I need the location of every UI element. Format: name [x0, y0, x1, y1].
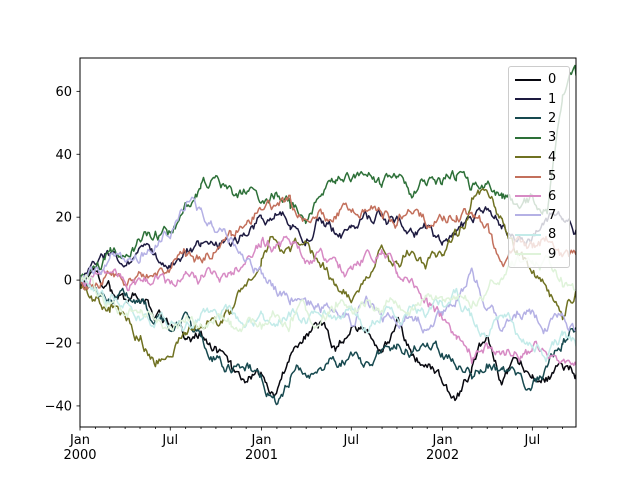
series-line-0 — [80, 267, 576, 402]
series-line-8 — [80, 275, 576, 363]
series-lines — [80, 64, 576, 406]
legend: 0 1 2 3 4 5 6 7 8 9 — [508, 66, 570, 268]
legend-label: 9 — [548, 246, 557, 262]
legend-entry-3: 3 — [515, 128, 563, 147]
legend-entry-6: 6 — [515, 187, 563, 206]
legend-line-swatch — [515, 136, 541, 139]
legend-label: 4 — [548, 149, 557, 165]
legend-line-swatch — [515, 253, 541, 256]
legend-label: 5 — [548, 169, 557, 185]
legend-label: 8 — [548, 227, 557, 243]
y-tick-label: 0 — [64, 274, 72, 289]
y-tick-label: 20 — [55, 211, 72, 226]
legend-line-swatch — [515, 78, 541, 81]
x-tick-year-label: 2002 — [426, 448, 459, 463]
legend-line-swatch — [515, 195, 541, 198]
legend-entry-4: 4 — [515, 148, 563, 167]
legend-entry-9: 9 — [515, 245, 563, 264]
series-line-6 — [80, 235, 576, 367]
y-tick-label: 40 — [55, 148, 72, 163]
x-tick-label: Jan — [251, 433, 272, 448]
legend-line-swatch — [515, 98, 541, 101]
legend-entry-5: 5 — [515, 167, 563, 186]
series-line-7 — [80, 196, 576, 335]
legend-label: 0 — [548, 72, 557, 88]
y-tick-label: −40 — [45, 399, 72, 414]
x-tick-label: Jan — [432, 433, 453, 448]
legend-label: 1 — [548, 91, 557, 107]
x-tick-label: Jul — [342, 433, 359, 448]
legend-line-swatch — [515, 175, 541, 178]
legend-label: 7 — [548, 207, 557, 223]
series-line-3 — [80, 64, 576, 282]
plot-border — [79, 57, 577, 428]
legend-entry-8: 8 — [515, 225, 563, 244]
legend-line-swatch — [515, 233, 541, 236]
y-tick-label: 60 — [55, 85, 72, 100]
x-tick-year-label: 2001 — [245, 448, 278, 463]
x-tick-year-label: 2000 — [63, 448, 96, 463]
x-tick-label: Jul — [524, 433, 541, 448]
legend-entry-7: 7 — [515, 206, 563, 225]
series-line-1 — [80, 206, 576, 287]
legend-line-swatch — [515, 214, 541, 217]
legend-line-swatch — [515, 117, 541, 120]
legend-label: 2 — [548, 110, 557, 126]
series-line-4 — [80, 188, 576, 368]
series-line-5 — [80, 194, 576, 291]
series-line-9 — [80, 254, 576, 333]
legend-entry-1: 1 — [515, 90, 563, 109]
legend-label: 3 — [548, 130, 557, 146]
series-line-2 — [80, 275, 576, 406]
legend-label: 6 — [548, 188, 557, 204]
legend-entry-2: 2 — [515, 109, 563, 128]
x-tick-label: Jul — [161, 433, 178, 448]
legend-entry-0: 0 — [515, 70, 563, 89]
y-tick-label: −20 — [45, 337, 72, 352]
x-tick-label: Jan — [69, 433, 90, 448]
legend-line-swatch — [515, 156, 541, 159]
